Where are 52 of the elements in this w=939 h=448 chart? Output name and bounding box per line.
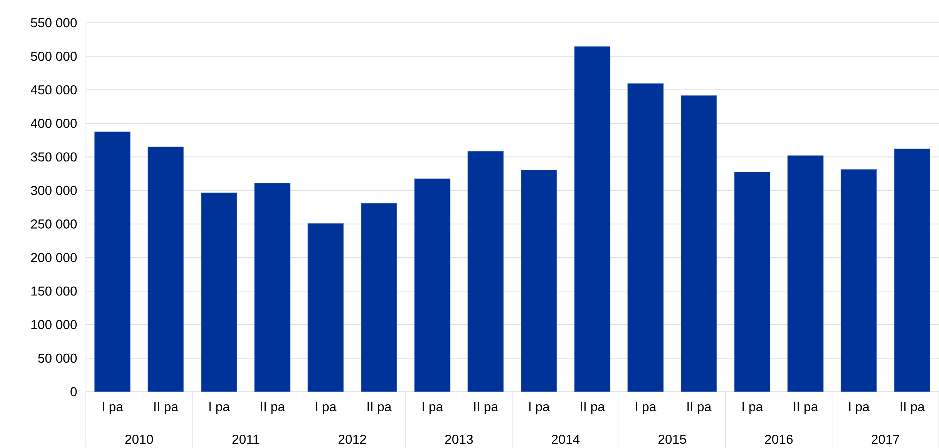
text: 2011 — [232, 434, 260, 444]
bar — [468, 151, 504, 392]
x-tick-label: I pa — [530, 402, 550, 414]
x-tick-label: I pa — [422, 402, 444, 414]
x-tick-label: II pa — [261, 402, 286, 414]
x-tick-label: II pa — [900, 402, 925, 414]
bar — [681, 96, 718, 392]
y-tick-label: 0 — [70, 387, 77, 397]
text: 2016 — [765, 434, 793, 444]
bar — [734, 172, 770, 392]
x-tick-label: II pa — [794, 402, 818, 414]
bar — [94, 132, 131, 392]
bar — [574, 46, 611, 392]
x-tick-label: II pa — [154, 402, 179, 414]
y-tick-label: 150 000 — [32, 286, 77, 296]
x-tick-label: II pa — [474, 402, 498, 414]
text: 2013 — [445, 434, 474, 444]
y-tick-label: 250 000 — [31, 220, 77, 229]
bar — [788, 156, 824, 392]
bar — [201, 192, 238, 392]
y-tick-label: 350 000 — [31, 152, 77, 162]
x-tick-label: I pa — [849, 402, 870, 414]
bar — [148, 146, 184, 392]
x-tick-label: I pa — [636, 402, 657, 414]
y-tick-label: 300 000 — [31, 186, 77, 196]
text: 2012 — [338, 434, 366, 444]
x-tick-label: I pa — [742, 402, 764, 414]
x-tick-label: II pa — [688, 402, 712, 414]
bar — [628, 84, 664, 392]
y-tick-label: 550 000 — [31, 18, 77, 28]
x-tick-label: I pa — [316, 402, 337, 414]
y-tick-label: 50 000 — [38, 354, 77, 364]
bar — [840, 169, 878, 392]
text: 2015 — [658, 434, 686, 444]
x-tick-label: II pa — [581, 402, 606, 414]
y-tick-label: 200 000 — [31, 253, 77, 262]
y-tick-label: 450 000 — [30, 85, 77, 95]
y-tick-label: 100 000 — [32, 320, 77, 330]
y-tick-label: 400 000 — [30, 119, 77, 128]
text: 2014 — [552, 434, 580, 444]
bar — [308, 223, 344, 392]
bar — [414, 178, 451, 392]
text: 2017 — [872, 434, 900, 444]
x-tick-label: I pa — [103, 402, 124, 414]
bar — [521, 170, 558, 392]
bar — [894, 148, 930, 392]
x-tick-label: II pa — [368, 402, 392, 414]
y-tick-label: 500 000 — [31, 52, 77, 62]
bar — [361, 203, 398, 392]
text: 2010 — [126, 434, 154, 444]
x-tick-label: I pa — [210, 402, 230, 414]
bar — [254, 183, 291, 392]
